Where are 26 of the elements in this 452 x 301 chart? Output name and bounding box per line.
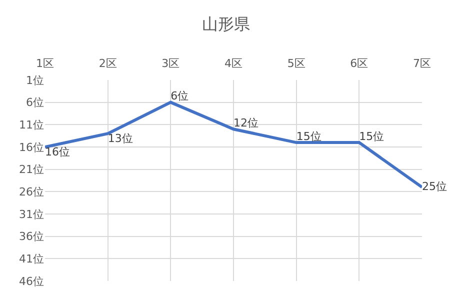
data-label: 25位 xyxy=(422,180,447,193)
y-tick-label: 21位 xyxy=(19,163,44,176)
x-tick-label: 6区 xyxy=(350,56,368,70)
data-label: 13位 xyxy=(108,132,133,145)
y-tick-label: 26位 xyxy=(19,186,44,199)
data-label: 15位 xyxy=(296,130,322,143)
x-tick-label: 3区 xyxy=(162,56,180,70)
y-tick-label: 46位 xyxy=(19,274,44,288)
y-tick-label: 11位 xyxy=(19,118,44,132)
y-tick-label: 16位 xyxy=(19,140,44,154)
x-tick-label: 5区 xyxy=(287,56,306,70)
y-tick-label: 31位 xyxy=(19,208,44,221)
y-tick-label: 1位 xyxy=(26,74,44,87)
line-series xyxy=(45,100,422,189)
data-label: 15位 xyxy=(359,130,384,143)
data-label: 12位 xyxy=(234,116,258,130)
x-tick-label: 2区 xyxy=(98,56,117,70)
data-label: 6位 xyxy=(170,90,189,103)
x-tick-label: 1区 xyxy=(36,56,54,70)
x-tick-label: 4区 xyxy=(224,56,242,70)
y-tick-label: 41位 xyxy=(19,252,44,266)
data-label: 16位 xyxy=(45,145,70,158)
y-tick-label: 6位 xyxy=(26,96,44,110)
x-tick-label: 7区 xyxy=(413,56,431,70)
chart-title: 山形県 xyxy=(202,14,250,34)
y-tick-label: 36位 xyxy=(19,230,44,244)
